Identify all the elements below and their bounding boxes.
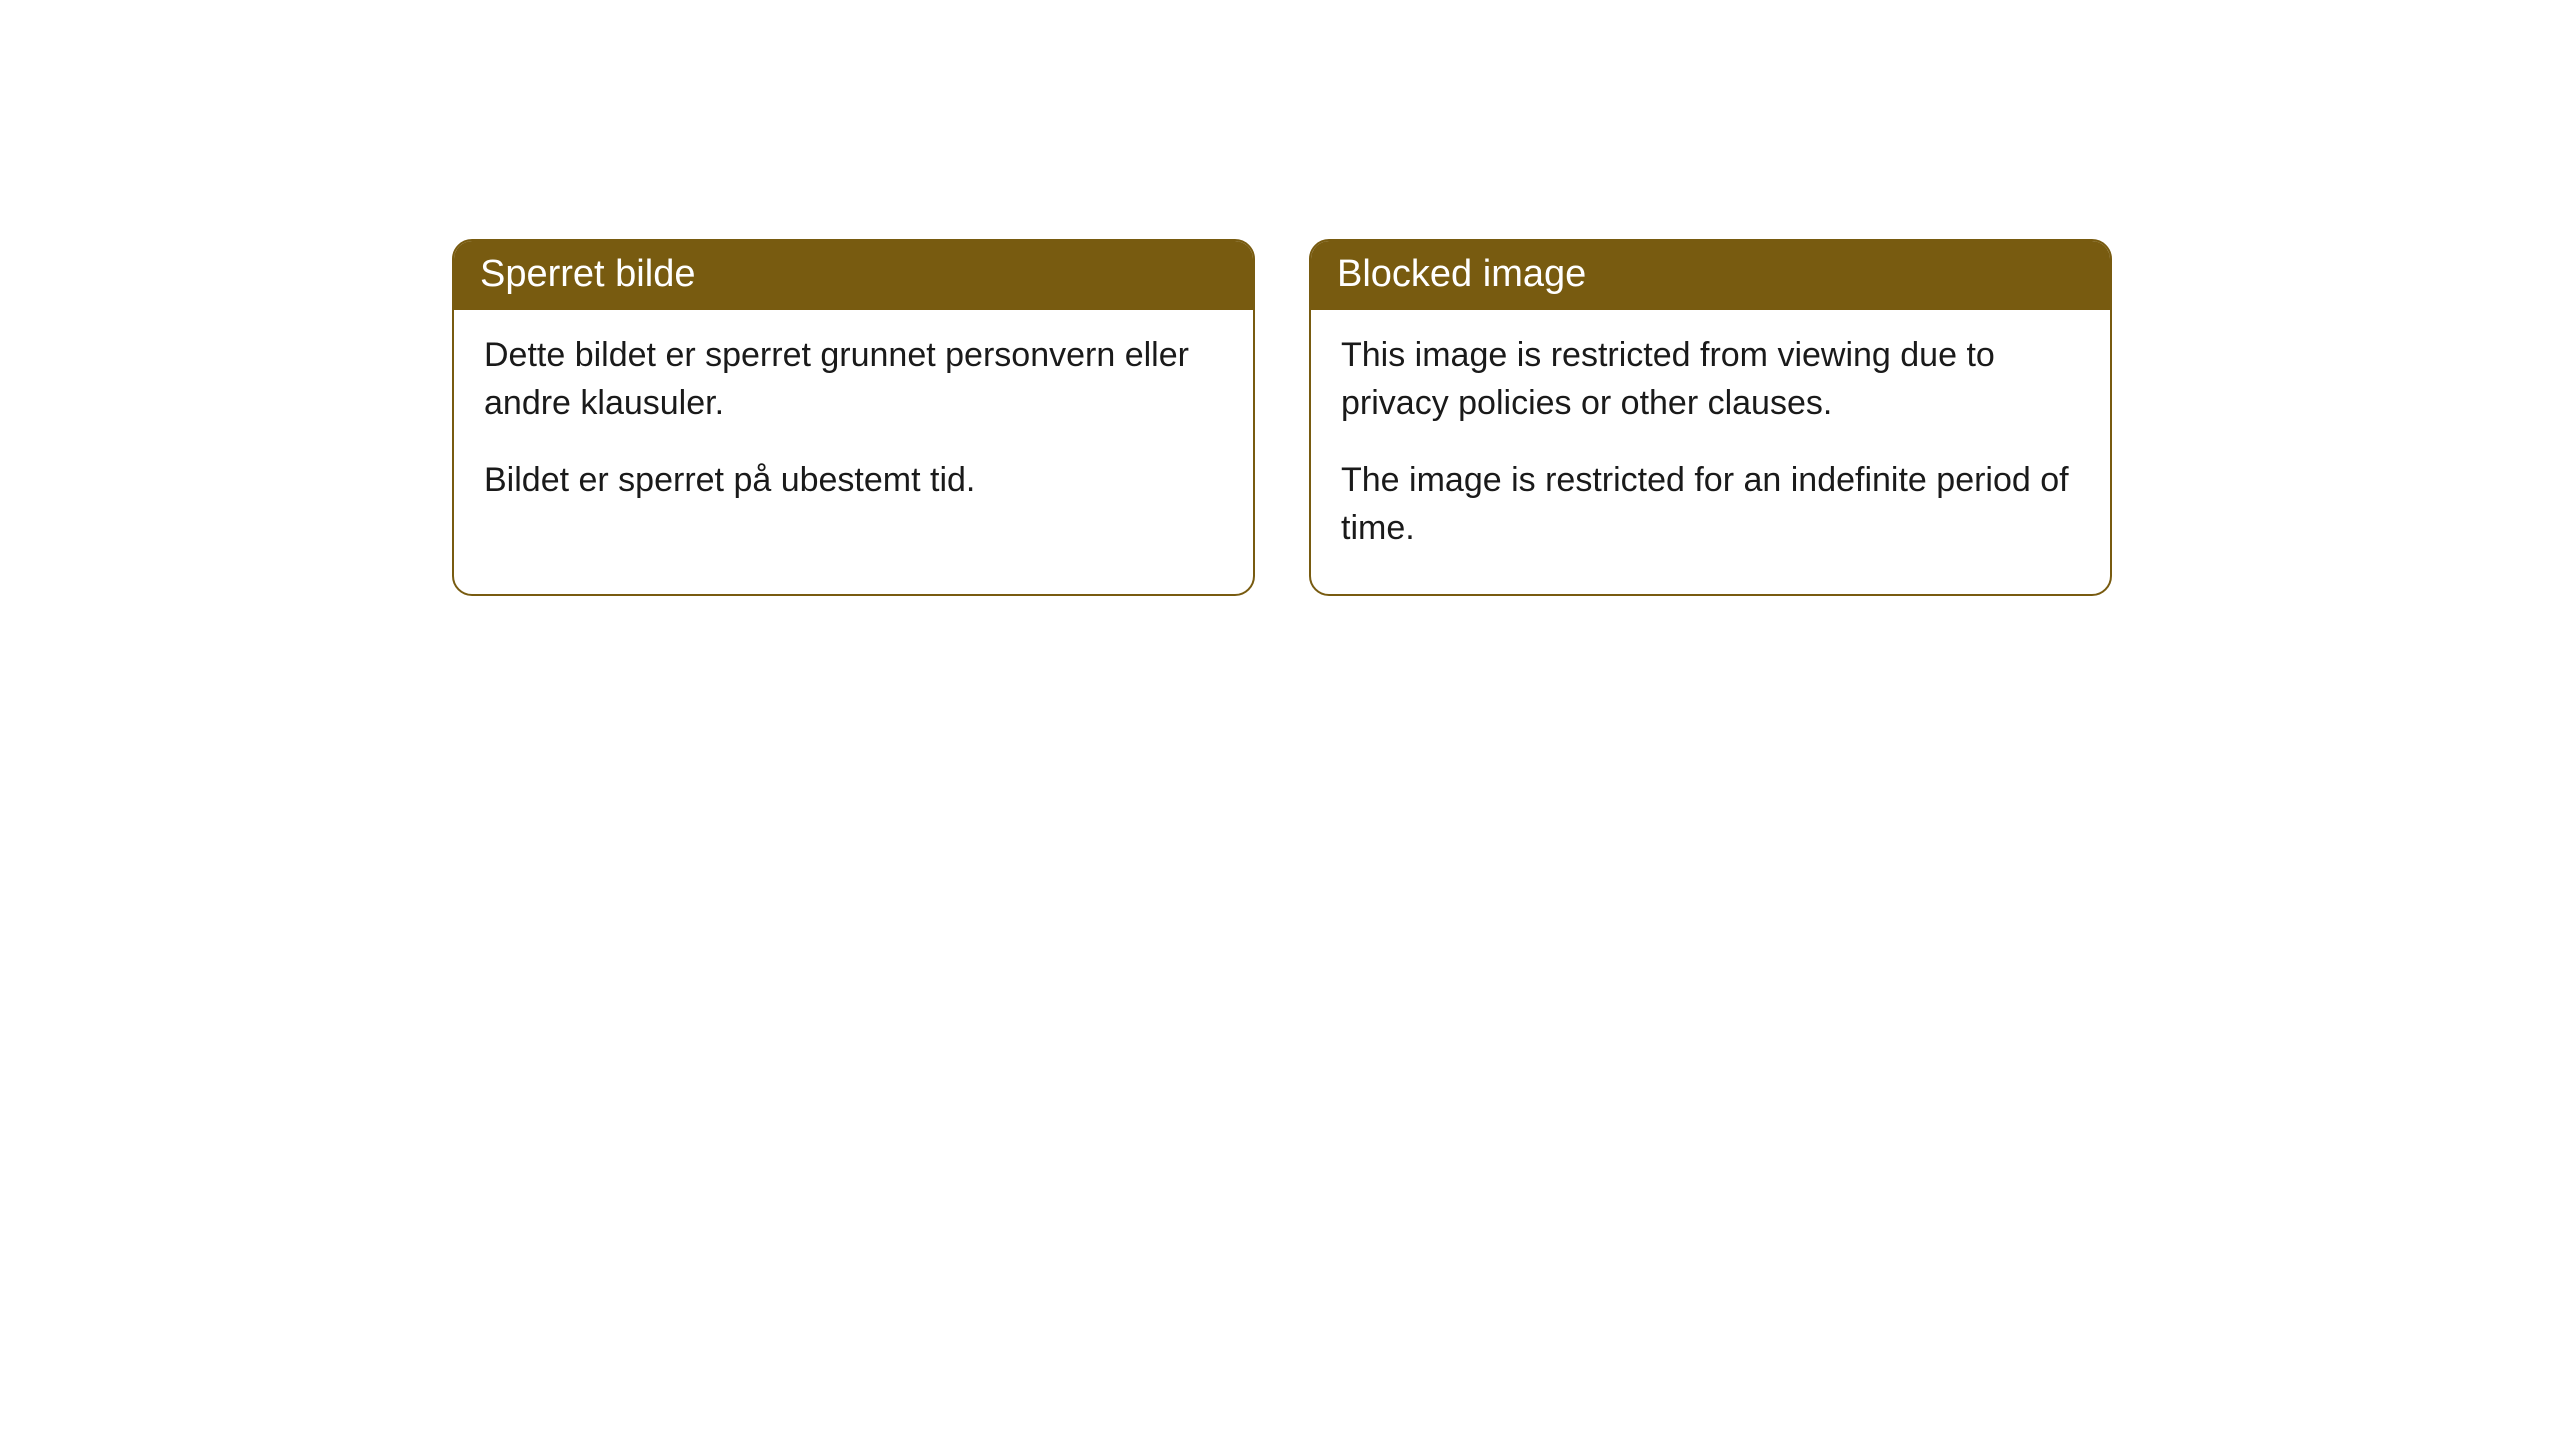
notice-cards-container: Sperret bilde Dette bildet er sperret gr… (0, 0, 2560, 596)
card-paragraph: The image is restricted for an indefinit… (1341, 457, 2080, 552)
card-paragraph: Dette bildet er sperret grunnet personve… (484, 332, 1223, 427)
card-paragraph: This image is restricted from viewing du… (1341, 332, 2080, 427)
blocked-image-card-en: Blocked image This image is restricted f… (1309, 239, 2112, 596)
card-paragraph: Bildet er sperret på ubestemt tid. (484, 457, 1223, 505)
card-header: Blocked image (1311, 241, 2110, 310)
card-body: Dette bildet er sperret grunnet personve… (454, 310, 1253, 547)
blocked-image-card-no: Sperret bilde Dette bildet er sperret gr… (452, 239, 1255, 596)
card-header: Sperret bilde (454, 241, 1253, 310)
card-body: This image is restricted from viewing du… (1311, 310, 2110, 594)
